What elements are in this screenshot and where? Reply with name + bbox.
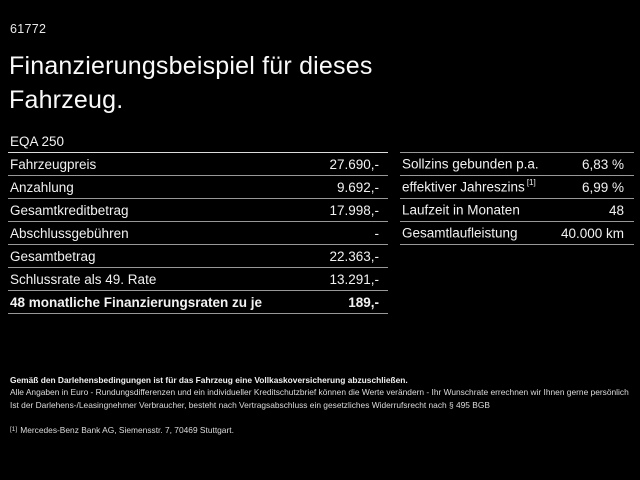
doc-number: 61772	[10, 22, 47, 36]
table-row: Gesamtkreditbetrag 17.998,-	[8, 199, 388, 222]
table-row: Laufzeit in Monaten 48	[400, 199, 634, 222]
row-label: Anzahlung	[10, 179, 74, 195]
model-label: EQA 250	[10, 133, 65, 149]
row-label: Gesamtlaufleistung	[402, 225, 518, 241]
page-title: Finanzierungsbeispiel für dieses Fahrzeu…	[9, 49, 373, 117]
finance-table: EQA 250 Fahrzeugpreis 27.690,- Anzahlung…	[8, 130, 388, 314]
row-value: 13.291,-	[329, 271, 379, 287]
table-row: Anzahlung 9.692,-	[8, 176, 388, 199]
row-value: 22.363,-	[329, 248, 379, 264]
table-row: Gesamtlaufleistung 40.000 km	[400, 222, 634, 245]
footnote-text: Mercedes-Benz Bank AG, Siemensstr. 7, 70…	[20, 425, 234, 435]
model-row: EQA 250	[8, 130, 388, 153]
row-label: Laufzeit in Monaten	[402, 202, 520, 218]
row-value: 27.690,-	[329, 156, 379, 172]
monthly-rate-row: 48 monatliche Finanzierungsraten zu je 1…	[8, 291, 388, 314]
table-row: Abschlussgebühren -	[8, 222, 388, 245]
row-value: 48	[608, 202, 624, 218]
row-label: Schlussrate als 49. Rate	[10, 271, 157, 287]
row-label: Gesamtkreditbetrag	[10, 202, 129, 218]
row-label: Fahrzeugpreis	[10, 156, 97, 172]
footnote-ref: [1]	[526, 178, 536, 188]
page-title-line-1: Finanzierungsbeispiel für dieses	[9, 52, 373, 80]
row-label: Gesamtbetrag	[10, 248, 96, 264]
footer-disclaimer: Gemäß den Darlehensbedingungen ist für d…	[10, 374, 629, 411]
row-value: 6,83 %	[581, 156, 624, 172]
row-label: Abschlussgebühren	[10, 225, 129, 241]
row-value: 9.692,-	[336, 179, 379, 195]
row-value: 189,-	[348, 294, 379, 310]
page-title-line-2: Fahrzeug.	[9, 86, 124, 114]
bank-footnote: [1] Mercedes-Benz Bank AG, Siemensstr. 7,…	[10, 425, 234, 435]
insurance-note: Gemäß den Darlehensbedingungen ist für d…	[10, 375, 408, 385]
conditions-table: Sollzins gebunden p.a. 6,83 % effektiver…	[400, 152, 634, 245]
footnote-marker: [1]	[10, 426, 18, 433]
row-label: effektiver Jahreszins [1]	[402, 178, 536, 195]
row-value: 17.998,-	[329, 202, 379, 218]
table-row: Schlussrate als 49. Rate 13.291,-	[8, 268, 388, 291]
table-row: Gesamtbetrag 22.363,-	[8, 245, 388, 268]
disclaimer-line-2: Ist der Darlehens-/Leasingnehmer Verbrau…	[10, 399, 490, 410]
disclaimer-line-1: Alle Angaben in Euro - Rundungsdifferenz…	[10, 387, 629, 398]
table-row: effektiver Jahreszins [1] 6,99 %	[400, 176, 634, 199]
row-value: -	[374, 225, 380, 241]
row-value: 6,99 %	[581, 179, 624, 195]
row-label: Sollzins gebunden p.a.	[402, 156, 539, 172]
table-row: Fahrzeugpreis 27.690,-	[8, 153, 388, 176]
row-value: 40.000 km	[560, 225, 624, 241]
row-label: 48 monatliche Finanzierungsraten zu je	[10, 294, 263, 310]
table-row: Sollzins gebunden p.a. 6,83 %	[400, 153, 634, 176]
